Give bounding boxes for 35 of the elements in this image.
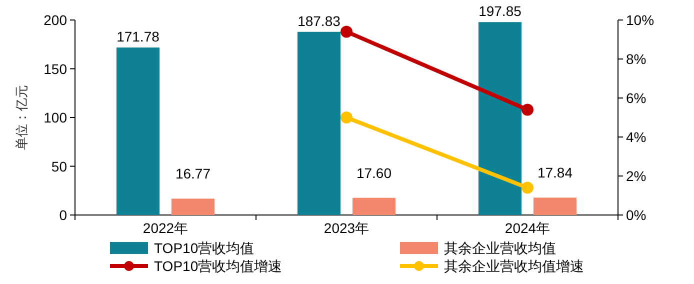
y-axis-title: 单位：亿元 — [14, 85, 29, 150]
data-label: 187.83 — [298, 12, 341, 29]
x-tick-label: 2024年 — [504, 220, 550, 236]
point — [340, 26, 352, 38]
y2-tick-label: 4% — [626, 129, 646, 145]
y-tick-label: 100 — [44, 110, 68, 126]
y2-tick-label: 6% — [626, 90, 646, 106]
x-tick-label: 2023年 — [324, 220, 370, 236]
point — [522, 182, 534, 194]
y-tick-label: 50 — [51, 158, 68, 174]
legend-label: 其余企业营收均值 — [444, 240, 556, 256]
y2-tick-label: 2% — [626, 168, 646, 184]
y-tick-label: 0 — [59, 207, 68, 223]
x-tick-label: 2022年 — [142, 220, 188, 236]
data-label: 17.60 — [356, 164, 392, 181]
data-label: 197.85 — [478, 3, 522, 20]
legend-label: TOP10营收均值增速 — [154, 258, 282, 274]
legend-label: TOP10营收均值 — [154, 240, 254, 256]
data-label: 171.78 — [116, 28, 160, 45]
y2-tick-label: 0% — [626, 207, 646, 223]
data-label: 16.77 — [175, 166, 211, 182]
bar — [298, 32, 340, 215]
point — [340, 112, 352, 124]
data-label: 17.84 — [537, 164, 573, 181]
y2-tick-label: 8% — [626, 51, 646, 67]
legend-label: 其余企业营收均值增速 — [444, 258, 584, 274]
bar — [478, 22, 522, 215]
y-tick-label: 150 — [44, 60, 68, 77]
y-tick-label: 200 — [44, 12, 68, 28]
bar — [116, 48, 160, 215]
bar — [172, 198, 214, 215]
bar — [534, 198, 576, 215]
y2-tick-label: 10% — [626, 12, 654, 28]
bar — [352, 198, 396, 215]
point — [522, 104, 534, 116]
